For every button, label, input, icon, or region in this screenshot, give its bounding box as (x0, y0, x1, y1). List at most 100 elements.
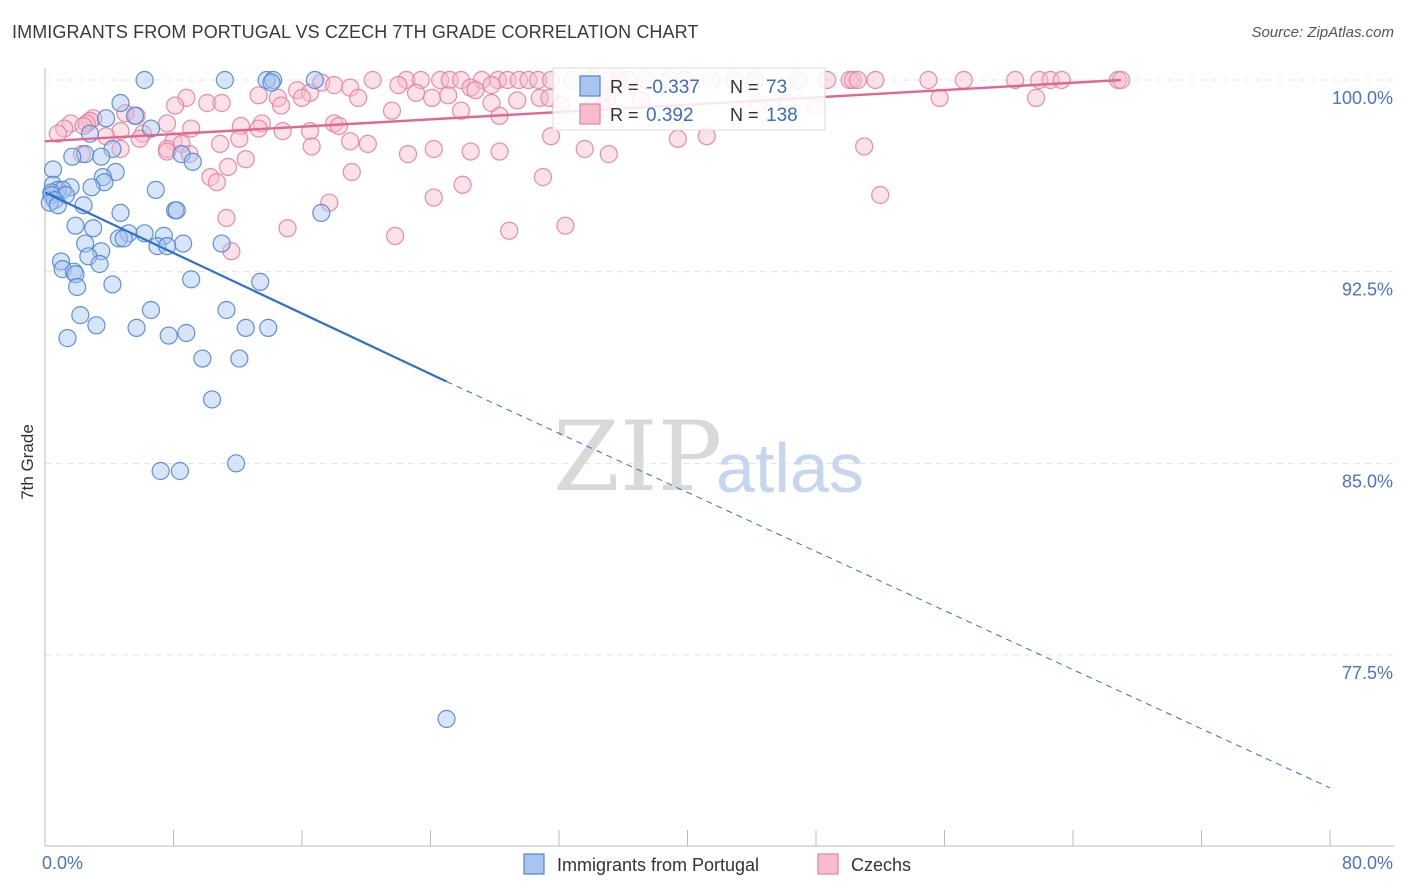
czech-point (278, 219, 297, 238)
czech-point (451, 70, 471, 90)
portugal-point (135, 70, 154, 90)
czech-point (217, 208, 236, 228)
czech-point (431, 70, 450, 90)
portugal-point (141, 119, 161, 138)
portugal-point (212, 234, 231, 253)
portugal-point (215, 70, 234, 90)
portugal-point (84, 219, 103, 238)
legend-swatch (579, 75, 601, 97)
stats-legend: R = -0.337 N = 73 R = 0.392 N = 138 (552, 67, 826, 131)
czech-point (210, 134, 230, 153)
portugal-point (183, 152, 202, 171)
czech-point (389, 76, 408, 95)
portugal-point (63, 147, 82, 166)
y-tick-label: 92.5% (1342, 280, 1393, 300)
portugal-point (125, 106, 145, 125)
portugal-point (251, 272, 270, 291)
czech-point (500, 221, 519, 240)
czech-point (1052, 70, 1071, 90)
chart-source: Source: ZipAtlas.com (1251, 24, 1394, 41)
portugal-point (262, 73, 281, 92)
legend-r-value: -0.337 (646, 77, 700, 98)
portugal-point (193, 349, 212, 368)
czech-point (349, 88, 368, 107)
chart-title: IMMIGRANTS FROM PORTUGAL VS CZECH 7TH GR… (12, 22, 699, 42)
czech-points (48, 70, 1131, 261)
czech-point (866, 70, 885, 90)
czech-point (533, 168, 553, 187)
portugal-point (202, 390, 222, 409)
legend-n-value: 73 (766, 77, 787, 98)
legend-r-value: 0.392 (646, 105, 694, 126)
czech-point (198, 93, 217, 113)
portugal-trend-line (44, 191, 448, 383)
axes (44, 68, 1394, 847)
watermark-atlas: atlas (716, 429, 864, 507)
legend-swatch (579, 103, 601, 125)
czech-point (166, 96, 185, 115)
czech-point (406, 83, 426, 102)
czech-point (236, 150, 255, 169)
czech-point (919, 70, 938, 90)
portugal-trend-extension (446, 381, 1331, 789)
x-tick-label: 80.0% (1342, 853, 1393, 873)
czech-point (848, 70, 867, 90)
portugal-points (40, 70, 456, 728)
portugal-point (437, 709, 456, 728)
czech-point (212, 93, 231, 113)
portugal-point (151, 461, 170, 481)
czech-point (382, 101, 402, 120)
series-legend: Immigrants from Portugal Czechs (523, 853, 911, 875)
portugal-point (111, 203, 130, 222)
czech-point (556, 216, 575, 235)
portugal-point (87, 316, 106, 335)
portugal-point (159, 326, 178, 345)
x-tick-label: 0.0% (42, 853, 83, 873)
czech-point (461, 78, 480, 97)
czech-point (230, 129, 249, 148)
portugal-point (305, 70, 324, 90)
czech-point (482, 76, 501, 95)
portugal-point (111, 93, 130, 113)
czech-point (871, 185, 890, 205)
czech-point (529, 70, 548, 90)
portugal-point (170, 461, 190, 481)
y-tick-labels: 100.0% 92.5% 85.0% 77.5% (1332, 88, 1393, 683)
portugal-point (167, 201, 186, 220)
portugal-point (227, 454, 246, 473)
czech-point (111, 122, 130, 141)
czech-point (219, 157, 238, 176)
portugal-point (71, 306, 90, 325)
czech-point (157, 114, 177, 133)
portugal-point (58, 329, 77, 348)
legend-r-label: R = (610, 77, 639, 97)
czech-point (575, 139, 594, 159)
czech-point (273, 122, 292, 141)
legend-n-value: 138 (766, 105, 798, 126)
portugal-point (96, 109, 116, 128)
czech-point (363, 70, 382, 90)
czech-point (451, 101, 471, 120)
czech-point (541, 127, 561, 146)
czech-point (439, 86, 458, 105)
czech-point (855, 137, 874, 156)
czech-point (599, 145, 618, 164)
legend-n-label: N = (730, 77, 759, 97)
czech-point (157, 142, 177, 161)
czech-point (466, 81, 485, 100)
y-tick-label: 85.0% (1342, 471, 1393, 491)
czech-point (843, 70, 863, 90)
czech-point (453, 175, 472, 194)
series-legend-swatch (523, 853, 545, 875)
portugal-point (174, 234, 193, 253)
portugal-point (257, 70, 276, 90)
czech-point (249, 86, 268, 105)
czech-point (424, 139, 443, 159)
x-tick-labels: 0.0% 80.0% (42, 853, 1393, 873)
czech-point (207, 173, 226, 192)
legend-n-label: N = (730, 105, 759, 125)
czech-point (424, 188, 443, 207)
portugal-point (82, 178, 101, 197)
portugal-point (109, 229, 128, 248)
